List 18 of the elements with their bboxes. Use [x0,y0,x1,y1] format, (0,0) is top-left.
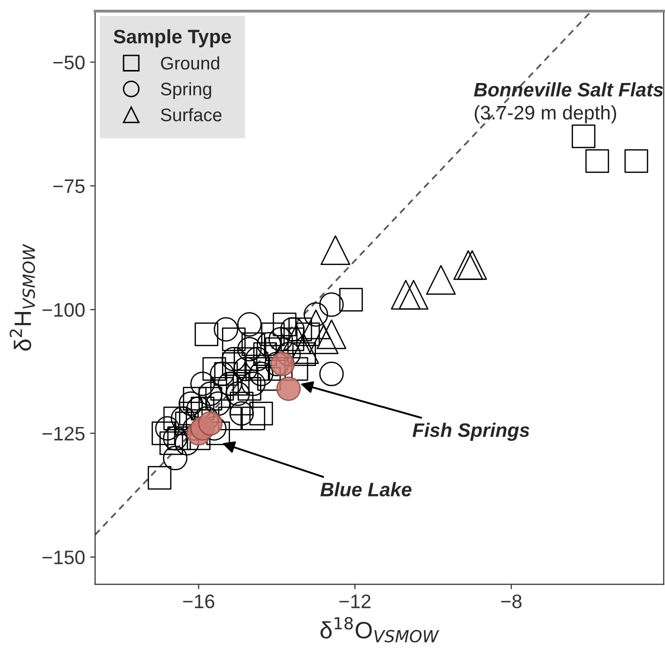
annotation: Bonneville Salt Flats [474,82,664,97]
y-tick-label: −125 [42,426,85,441]
annotation: (3.7-29 m depth) [474,105,616,124]
annotation: Fish Springs [412,422,530,441]
x-axis-title: δ$^{18}$O$_{VSMOW}$ [320,617,440,642]
annotation: Blue Lake [320,482,412,496]
y-tick-label: −100 [42,303,85,317]
y-tick-label: −75 [53,180,85,194]
legend-label: Surface [160,108,222,122]
y-tick-label: −150 [42,550,85,564]
legend-title: Sample Type [114,29,232,48]
legend-label: Spring [160,82,212,100]
x-tick-label: −8 [501,594,522,608]
legend-label: Ground [161,56,220,70]
x-tick-label: −12 [339,594,370,608]
x-tick-label: −16 [183,594,214,608]
y-axis-title: δ$^{2}$H$_{VSMOW}$ [10,244,36,351]
y-tick-label: −50 [53,56,85,70]
